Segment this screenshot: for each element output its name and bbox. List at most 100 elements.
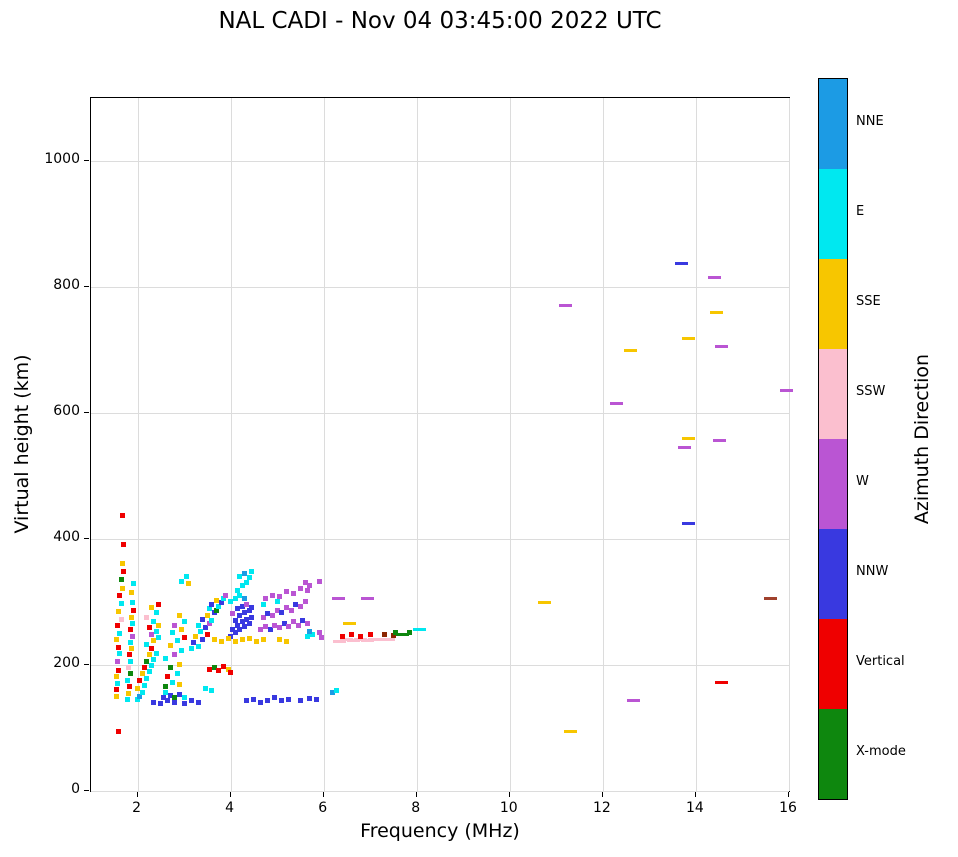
data-point <box>297 586 303 592</box>
colorbar-segment-ssw <box>819 349 847 439</box>
data-point <box>412 628 426 632</box>
data-point <box>349 632 355 638</box>
data-point <box>114 673 120 679</box>
y-tick-mark <box>84 286 89 287</box>
data-point <box>367 632 373 638</box>
data-point <box>712 439 726 443</box>
data-point <box>120 512 126 518</box>
data-point <box>538 600 552 604</box>
data-point <box>307 695 313 701</box>
data-point <box>300 617 306 623</box>
x-tick-mark <box>415 792 417 797</box>
data-point <box>114 694 120 699</box>
data-point <box>302 598 308 604</box>
data-point <box>249 605 255 611</box>
data-point <box>214 608 220 614</box>
data-point <box>682 436 696 440</box>
data-point <box>144 658 150 664</box>
data-point <box>218 600 224 606</box>
data-point <box>223 592 229 598</box>
data-point <box>120 561 126 567</box>
data-point <box>239 619 245 625</box>
data-point <box>708 276 722 280</box>
y-tick-mark <box>84 160 89 161</box>
gridline-y <box>91 665 789 666</box>
data-point <box>269 612 275 618</box>
data-point <box>195 622 201 628</box>
data-point <box>267 627 273 633</box>
data-point <box>358 633 364 639</box>
data-point <box>126 652 132 658</box>
data-point <box>151 637 157 643</box>
data-point <box>218 638 224 644</box>
data-point <box>260 637 266 643</box>
data-point <box>290 619 296 625</box>
data-point <box>304 633 310 639</box>
data-point <box>153 650 159 656</box>
y-tick-label: 1000 <box>44 151 80 167</box>
data-point <box>290 591 296 597</box>
data-point <box>216 668 222 674</box>
x-tick-mark <box>136 792 138 797</box>
data-point <box>330 690 336 696</box>
colorbar-segment-sse <box>819 259 847 349</box>
data-point <box>375 638 389 642</box>
x-axis-label: Frequency (MHz) <box>360 820 520 842</box>
data-point <box>117 651 123 657</box>
data-point <box>172 622 178 628</box>
data-point <box>221 664 227 670</box>
data-point <box>235 587 241 593</box>
data-point <box>232 638 238 644</box>
data-point <box>153 610 159 616</box>
gridline-x <box>602 98 604 791</box>
data-point <box>167 642 173 648</box>
data-point <box>158 700 164 706</box>
data-point <box>121 541 127 547</box>
gridline-x <box>695 98 697 791</box>
data-point <box>181 619 187 625</box>
data-point <box>333 639 347 643</box>
data-point <box>146 625 152 631</box>
data-point <box>120 585 126 591</box>
gridline-y <box>91 413 789 414</box>
data-point <box>244 616 250 622</box>
data-point <box>276 625 282 631</box>
gridline-y <box>91 539 789 540</box>
data-point <box>279 610 285 616</box>
x-tick-label: 2 <box>132 800 141 816</box>
y-axis-label: Virtual height (km) <box>11 354 33 534</box>
data-point <box>237 592 243 598</box>
x-tick-mark <box>694 792 696 797</box>
data-point <box>128 639 134 645</box>
data-point <box>361 638 375 642</box>
y-tick-mark <box>84 538 89 539</box>
data-point <box>165 674 171 680</box>
data-point <box>125 665 131 671</box>
gridline-x <box>509 98 511 791</box>
data-point <box>276 637 282 643</box>
data-point <box>183 573 189 579</box>
data-point <box>682 521 696 525</box>
data-point <box>283 605 289 611</box>
data-point <box>176 612 182 618</box>
gridline-y <box>91 791 789 792</box>
data-point <box>253 638 259 644</box>
data-point <box>677 446 691 450</box>
data-point <box>172 699 178 705</box>
data-point <box>135 685 141 691</box>
data-point <box>148 646 154 652</box>
data-point <box>272 622 278 628</box>
y-tick-mark <box>84 790 89 791</box>
chart-title: NAL CADI - Nov 04 03:45:00 2022 UTC <box>218 8 662 34</box>
data-point <box>260 614 266 620</box>
data-point <box>307 629 313 635</box>
data-point <box>237 627 243 633</box>
data-point <box>258 627 264 633</box>
data-point <box>763 597 777 601</box>
colorbar-segment-e <box>819 169 847 259</box>
colorbar-segment-nne <box>819 79 847 169</box>
data-point <box>230 627 236 633</box>
data-point <box>242 610 248 616</box>
data-point <box>186 581 192 587</box>
gridline-y <box>91 161 789 162</box>
